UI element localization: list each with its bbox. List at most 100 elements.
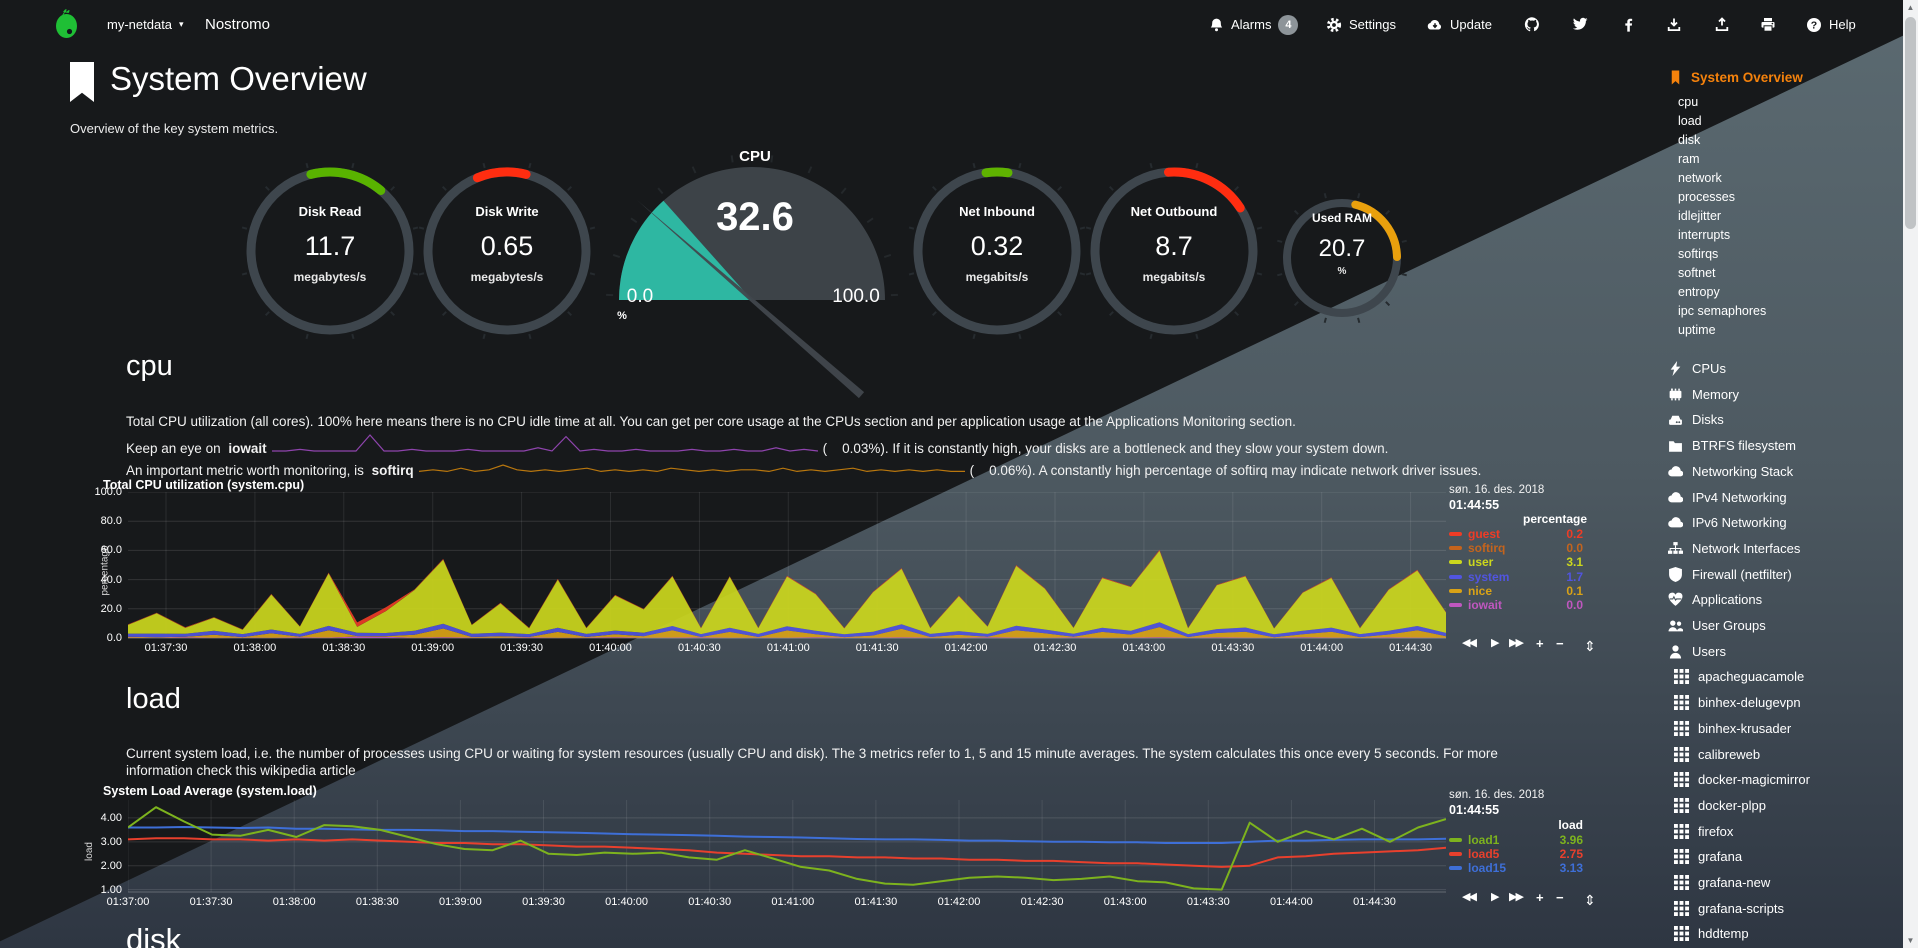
sidebar-section-hddtemp[interactable]: hddtemp xyxy=(1674,926,1749,942)
cpu-chart-series-guest[interactable]: guest xyxy=(1468,527,1501,541)
cpu-chart-zoom-in-button[interactable]: + xyxy=(1536,636,1544,651)
sidebar-section-firefox[interactable]: firefox xyxy=(1674,823,1733,839)
sidebar-section-disks[interactable]: Disks xyxy=(1668,412,1724,427)
sidebar-section-docker-plpp[interactable]: docker-plpp xyxy=(1674,797,1766,813)
sidebar-item-ipc-semaphores[interactable]: ipc semaphores xyxy=(1678,304,1767,318)
cpu-chart-series-softirq[interactable]: softirq xyxy=(1468,541,1506,556)
update-button[interactable]: Update xyxy=(1427,0,1492,49)
load-chart-canvas[interactable] xyxy=(127,800,1447,894)
cpu-chart-resize-handle[interactable]: ⇕ xyxy=(1584,638,1596,654)
export-button[interactable] xyxy=(1666,0,1682,49)
sidebar-section-memory[interactable]: Memory xyxy=(1668,387,1739,402)
sidebar-section-ipv4-networking[interactable]: IPv4 Networking xyxy=(1668,490,1787,505)
gauge-disk-write[interactable]: Disk Write 0.65 megabytes/s xyxy=(415,159,599,343)
hostname-dropdown[interactable]: my-netdata ▾ xyxy=(107,0,184,49)
cpu-chart-pan-forward-button[interactable]: ▶▶ xyxy=(1509,637,1524,649)
sidebar-item-entropy[interactable]: entropy xyxy=(1678,285,1720,299)
gauge-used-ram[interactable]: Used RAM 20.7% xyxy=(1274,190,1410,326)
load-chart-pan-backward-button[interactable]: ◀◀ xyxy=(1462,891,1477,903)
net-inbound-label: Net Inbound xyxy=(959,204,1035,219)
load-chart-series-load5[interactable]: load5 xyxy=(1468,847,1500,862)
sidebar-section-binhex-delugevpn[interactable]: binhex-delugevpn xyxy=(1674,695,1801,711)
sidebar-section-network-interfaces[interactable]: Network Interfaces xyxy=(1668,541,1800,556)
cpu-chart-series-system[interactable]: system xyxy=(1468,569,1510,584)
load-chart-swatch-load1[interactable] xyxy=(1449,838,1462,842)
softirq-sparkline[interactable] xyxy=(418,455,966,479)
twitter-button[interactable] xyxy=(1572,0,1588,49)
sidebar-item-cpu[interactable]: cpu xyxy=(1678,95,1699,109)
load-chart-swatch-load5[interactable] xyxy=(1449,852,1462,857)
heartbeat-icon xyxy=(1668,592,1683,607)
sidebar-section-apacheguacamole[interactable]: apacheguacamole xyxy=(1674,669,1804,685)
sidebar-item-interrupts[interactable]: interrupts xyxy=(1678,228,1731,242)
sidebar-item-uptime[interactable]: uptime xyxy=(1678,323,1716,337)
sidebar-section-cpus[interactable]: CPUs xyxy=(1668,361,1726,376)
sidebar-section-binhex-krusader[interactable]: binhex-krusader xyxy=(1674,720,1791,736)
cpu-chart-swatch-user[interactable] xyxy=(1449,560,1462,565)
sidebar-item-load[interactable]: load xyxy=(1678,114,1702,128)
sidebar-header-system-overview[interactable]: System Overview xyxy=(1668,70,1803,85)
load-chart-play-button[interactable]: ▶ xyxy=(1491,891,1500,903)
sidebar-item-network[interactable]: network xyxy=(1678,171,1722,185)
sidebar-section-user-groups[interactable]: User Groups xyxy=(1668,618,1766,633)
import-button[interactable] xyxy=(1714,0,1730,49)
gauge-disk-read[interactable]: Disk Read 11.7 megabytes/s xyxy=(238,159,422,343)
iowait-sparkline[interactable] xyxy=(271,433,819,457)
github-button[interactable] xyxy=(1524,0,1540,49)
cpu-chart-pan-backward-button[interactable]: ◀◀ xyxy=(1462,637,1477,649)
gauge-net-outbound[interactable]: Net Outbound 8.7 megabits/s xyxy=(1082,159,1266,343)
load-chart-zoom-in-button[interactable]: + xyxy=(1536,890,1544,905)
load-chart-zoom-out-button[interactable]: − xyxy=(1556,890,1564,905)
cpu-chart-value-iowait: 0.0 xyxy=(1566,598,1583,612)
cpu-chart-zoom-out-button[interactable]: − xyxy=(1556,636,1564,651)
load-chart-resize-handle[interactable]: ⇕ xyxy=(1584,892,1596,908)
sidebar-section-users[interactable]: Users xyxy=(1668,644,1726,659)
sidebar-section-grafana[interactable]: grafana xyxy=(1674,849,1742,865)
load-chart-pan-forward-button[interactable]: ▶▶ xyxy=(1509,891,1524,903)
sidebar-section-grafana-scripts[interactable]: grafana-scripts xyxy=(1674,900,1784,916)
alarms-button[interactable]: Alarms 4 xyxy=(1208,0,1299,49)
cpu-chart-swatch-softirq[interactable] xyxy=(1449,546,1462,551)
cpu-chart-swatch-guest[interactable] xyxy=(1449,532,1462,536)
sidebar-section-applications[interactable]: Applications xyxy=(1668,592,1762,607)
load-chart-series-load15[interactable]: load15 xyxy=(1468,861,1507,876)
load-chart-swatch-load15[interactable] xyxy=(1449,866,1462,871)
cpu-chart-swatch-nice[interactable] xyxy=(1449,588,1462,593)
scrollbar-up-arrow[interactable]: ▲ xyxy=(1906,3,1915,12)
cpu-chart-series-iowait[interactable]: iowait xyxy=(1468,598,1503,612)
settings-button[interactable]: Settings xyxy=(1326,0,1396,49)
load-chart[interactable] xyxy=(127,800,1447,899)
facebook-button[interactable] xyxy=(1620,0,1636,49)
sidebar-section-calibreweb[interactable]: calibreweb xyxy=(1674,746,1760,762)
sidebar-section-btrfs-filesystem[interactable]: BTRFS filesystem xyxy=(1668,438,1796,453)
gauge-cpu[interactable]: CPU 32.6 0.0 100.0% xyxy=(600,140,910,410)
load-chart-series-load1[interactable]: load1 xyxy=(1468,833,1500,847)
sidebar-item-processes[interactable]: processes xyxy=(1678,190,1735,204)
gauge-net-inbound[interactable]: Net Inbound 0.32 megabits/s xyxy=(905,159,1089,343)
netdata-logo[interactable] xyxy=(50,0,83,49)
sidebar-section-grafana-new[interactable]: grafana-new xyxy=(1674,875,1770,890)
cpu-chart[interactable] xyxy=(128,491,1446,645)
sidebar-item-softnet[interactable]: softnet xyxy=(1678,266,1716,280)
scrollbar-down-arrow[interactable]: ▼ xyxy=(1906,936,1915,945)
sidebar-item-softirqs[interactable]: softirqs xyxy=(1678,247,1719,261)
load-chart-legend-unit: load xyxy=(1558,818,1583,832)
cpu-chart-series-user[interactable]: user xyxy=(1468,555,1494,570)
sidebar-section-docker-magicmirror[interactable]: docker-magicmirror xyxy=(1674,772,1810,788)
help-button[interactable]: ? Help xyxy=(1806,0,1856,49)
sidebar-section-ipv6-networking[interactable]: IPv6 Networking xyxy=(1668,515,1787,530)
page-scrollbar[interactable]: ▲ ▼ xyxy=(1903,0,1918,948)
cpu-chart-series-nice[interactable]: nice xyxy=(1468,583,1493,598)
sidebar-item-disk[interactable]: disk xyxy=(1678,133,1701,147)
cpu-chart-canvas[interactable] xyxy=(128,491,1446,640)
load-chart-xtick: 01:44:30 xyxy=(1353,896,1396,908)
sidebar-section-networking-stack[interactable]: Networking Stack xyxy=(1668,464,1793,479)
scrollbar-thumb[interactable] xyxy=(1905,17,1916,229)
cpu-chart-swatch-system[interactable] xyxy=(1449,574,1462,579)
sidebar-item-ram[interactable]: ram xyxy=(1678,152,1700,166)
cpu-chart-play-button[interactable]: ▶ xyxy=(1491,637,1500,649)
cpu-chart-swatch-iowait[interactable] xyxy=(1449,603,1462,607)
sidebar-section-firewall-netfilter-[interactable]: Firewall (netfilter) xyxy=(1668,566,1792,582)
sidebar-item-idlejitter[interactable]: idlejitter xyxy=(1678,209,1722,223)
print-button[interactable] xyxy=(1760,0,1776,49)
